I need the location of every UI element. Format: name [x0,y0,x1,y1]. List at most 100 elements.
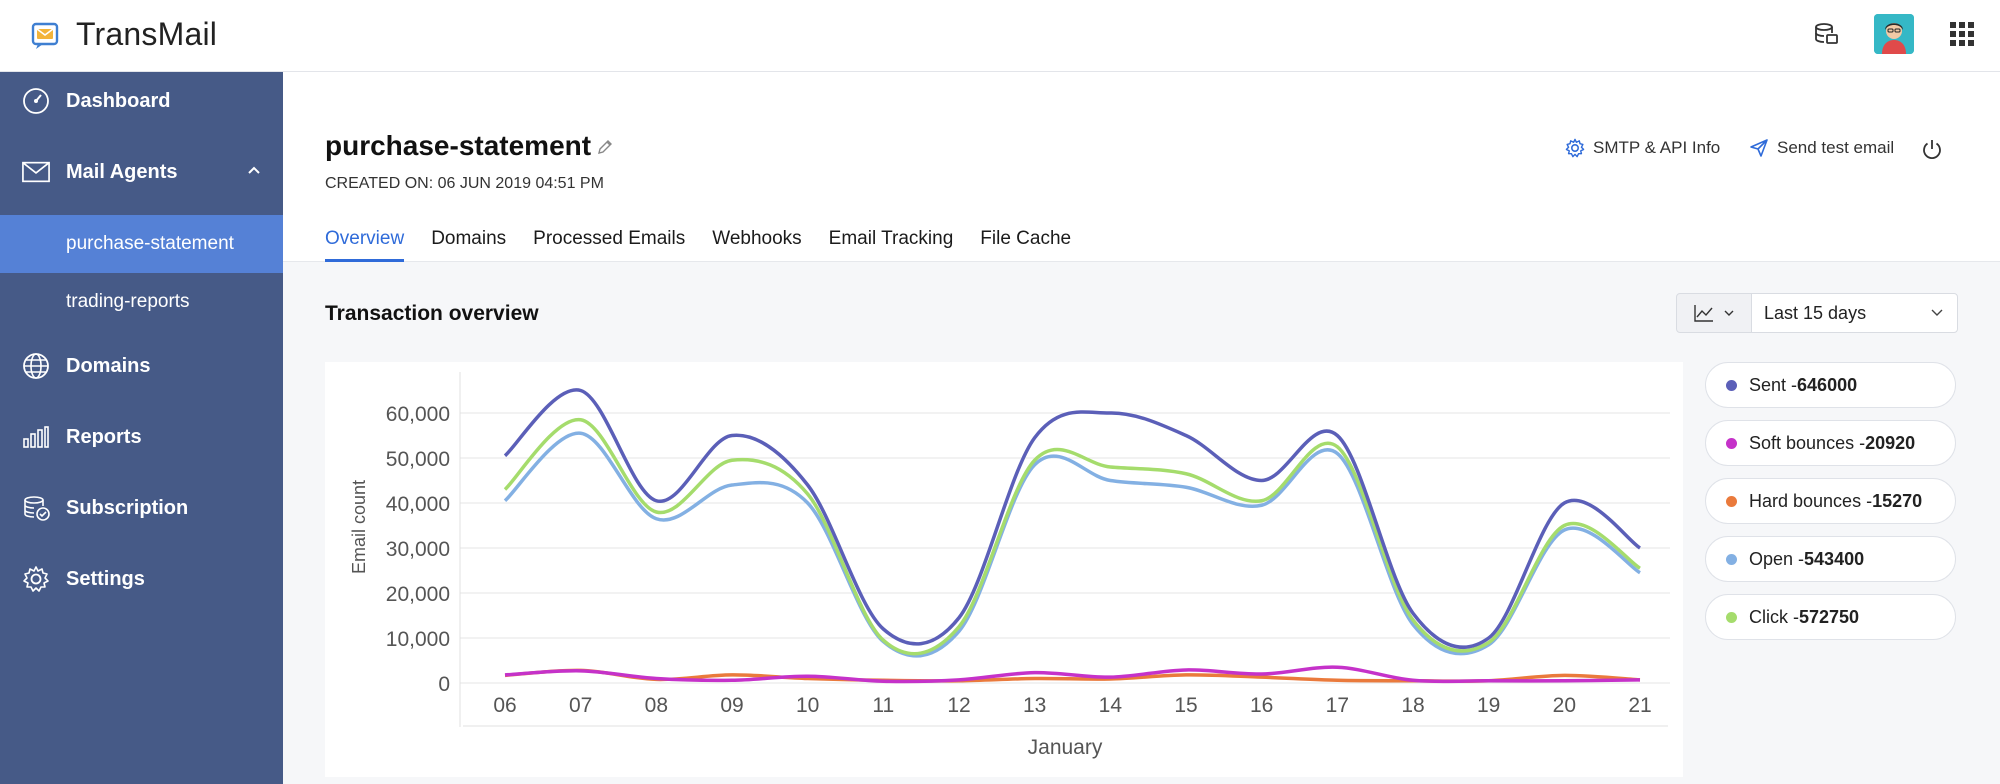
legend-dot [1726,611,1737,623]
x-tick-label: 06 [493,694,516,717]
sidebar: Dashboard Mail Agents purchase-statement… [0,72,283,784]
tab-domains[interactable]: Domains [431,228,507,249]
sidebar-item-dashboard[interactable]: Dashboard [0,72,283,130]
gear-icon [22,565,50,593]
line-chart-icon [1694,305,1713,322]
legend-value: 543400 [1804,548,1865,569]
smtp-api-info-button[interactable]: SMTP & API Info [1565,138,1720,158]
tab-bar: Overview Domains Processed Emails Webhoo… [325,228,1071,262]
y-tick-label: 10,000 [386,628,450,651]
y-tick-label: 0 [438,673,450,696]
chevron-down-icon [1931,309,1943,316]
sidebar-item-label: Domains [66,354,151,377]
send-test-email-button[interactable]: Send test email [1749,138,1894,158]
x-tick-label: 13 [1023,694,1046,717]
x-tick-label: 21 [1628,694,1651,717]
tab-email-tracking[interactable]: Email Tracking [828,228,954,249]
sidebar-item-label: Reports [66,425,142,448]
legend-label: Hard bounces - [1749,490,1873,511]
x-tick-label: 19 [1477,694,1500,717]
date-range-select[interactable]: Last 15 days [1751,293,1958,333]
sidebar-item-subscription[interactable]: Subscription [0,479,283,537]
legend-label: Click - [1749,606,1799,627]
sidebar-item-reports[interactable]: Reports [0,408,283,466]
date-range-value: Last 15 days [1764,302,1867,323]
x-tick-label: 17 [1326,694,1349,717]
series-line-sent [503,388,1642,649]
x-tick-label: 20 [1553,694,1576,717]
x-tick-label: 08 [645,694,668,717]
globe-icon [22,352,50,380]
transaction-overview-title: Transaction overview [325,302,539,325]
smtp-api-info-label: SMTP & API Info [1593,138,1721,157]
sidebar-item-trading-reports[interactable]: trading-reports [66,291,190,312]
y-tick-label: 20,000 [386,583,450,606]
legend-label: Sent - [1749,374,1798,395]
x-tick-label: 14 [1099,694,1123,717]
legend-dot [1726,495,1737,507]
gear-icon [1565,138,1585,158]
sidebar-item-mail-agents[interactable]: Mail Agents [0,143,283,201]
chart-type-switch[interactable] [1676,293,1752,333]
y-axis-title: Email count [349,480,369,574]
x-tick-label: 09 [720,694,743,717]
legend-item[interactable]: Hard bounces - 15270 [1705,478,1956,524]
legend-item[interactable]: Click - 572750 [1705,594,1956,640]
app-logo[interactable]: TransMail [28,16,217,53]
legend-item[interactable]: Open - 543400 [1705,536,1956,582]
created-on: CREATED ON: 06 JUN 2019 04:51 PM [325,175,604,192]
transmail-logo-icon [31,22,59,49]
pencil-icon[interactable] [596,138,614,156]
legend-label: Soft bounces - [1749,432,1866,453]
legend-dot [1726,437,1737,449]
sidebar-item-label: Mail Agents [66,160,178,183]
mail-icon [22,158,50,186]
x-tick-label: 11 [872,694,894,717]
x-tick-label: 16 [1250,694,1273,717]
tab-webhooks[interactable]: Webhooks [712,228,802,249]
app-name: TransMail [76,16,218,52]
tab-overview[interactable]: Overview [325,228,405,262]
sidebar-item-label: Dashboard [66,89,171,112]
power-icon [1923,140,1941,160]
x-tick-label: 07 [569,694,592,717]
subscription-icon [22,494,50,522]
sidebar-item-settings[interactable]: Settings [0,550,283,608]
apps-grid-icon[interactable] [1942,14,1982,54]
legend-dot [1726,553,1737,565]
send-icon [1750,139,1768,157]
legend-item[interactable]: Soft bounces - 20920 [1705,420,1956,466]
legend-label: Open - [1749,548,1805,569]
legend-dot [1726,379,1737,391]
legend-value: 15270 [1872,490,1923,511]
x-tick-label: 15 [1174,694,1197,717]
page-header: purchase-statement CREATED ON: 06 JUN 20… [283,72,2000,262]
x-tick-label: 18 [1401,694,1424,717]
sidebar-item-domains[interactable]: Domains [0,337,283,395]
send-test-email-label: Send test email [1777,138,1895,157]
legend-value: 572750 [1799,606,1860,627]
transaction-chart: 0 10,000 20,000 30,000 40,000 50,000 60,000 06 0… [325,362,1683,777]
y-tick-label: 60,000 [386,403,450,426]
line-chart: 0 10,000 20,000 30,000 40,000 50,000 60,000 06 0… [349,372,1670,759]
top-bar: TransMail [0,0,2000,72]
tab-processed-emails[interactable]: Processed Emails [533,228,686,249]
y-tick-label: 50,000 [386,448,450,471]
tab-file-cache[interactable]: File Cache [980,228,1072,249]
series-line-click [503,417,1641,656]
legend-value: 646000 [1797,374,1858,395]
power-button[interactable] [1921,138,1943,160]
sidebar-item-label: Settings [66,567,145,590]
y-tick-label: 40,000 [386,493,450,516]
series-line-open [503,431,1641,658]
avatar[interactable] [1874,14,1914,54]
sidebar-item-purchase-statement[interactable]: purchase-statement [0,215,283,273]
database-icon[interactable] [1806,14,1846,54]
chevron-up-icon[interactable] [247,165,261,175]
series-line-soft-bounces [504,665,1641,684]
sidebar-item-label: Subscription [66,496,189,519]
legend-item[interactable]: Sent - 646000 [1705,362,1956,408]
chevron-down-icon [1724,310,1734,316]
x-tick-label: 12 [947,694,970,717]
y-tick-label: 30,000 [386,538,450,561]
